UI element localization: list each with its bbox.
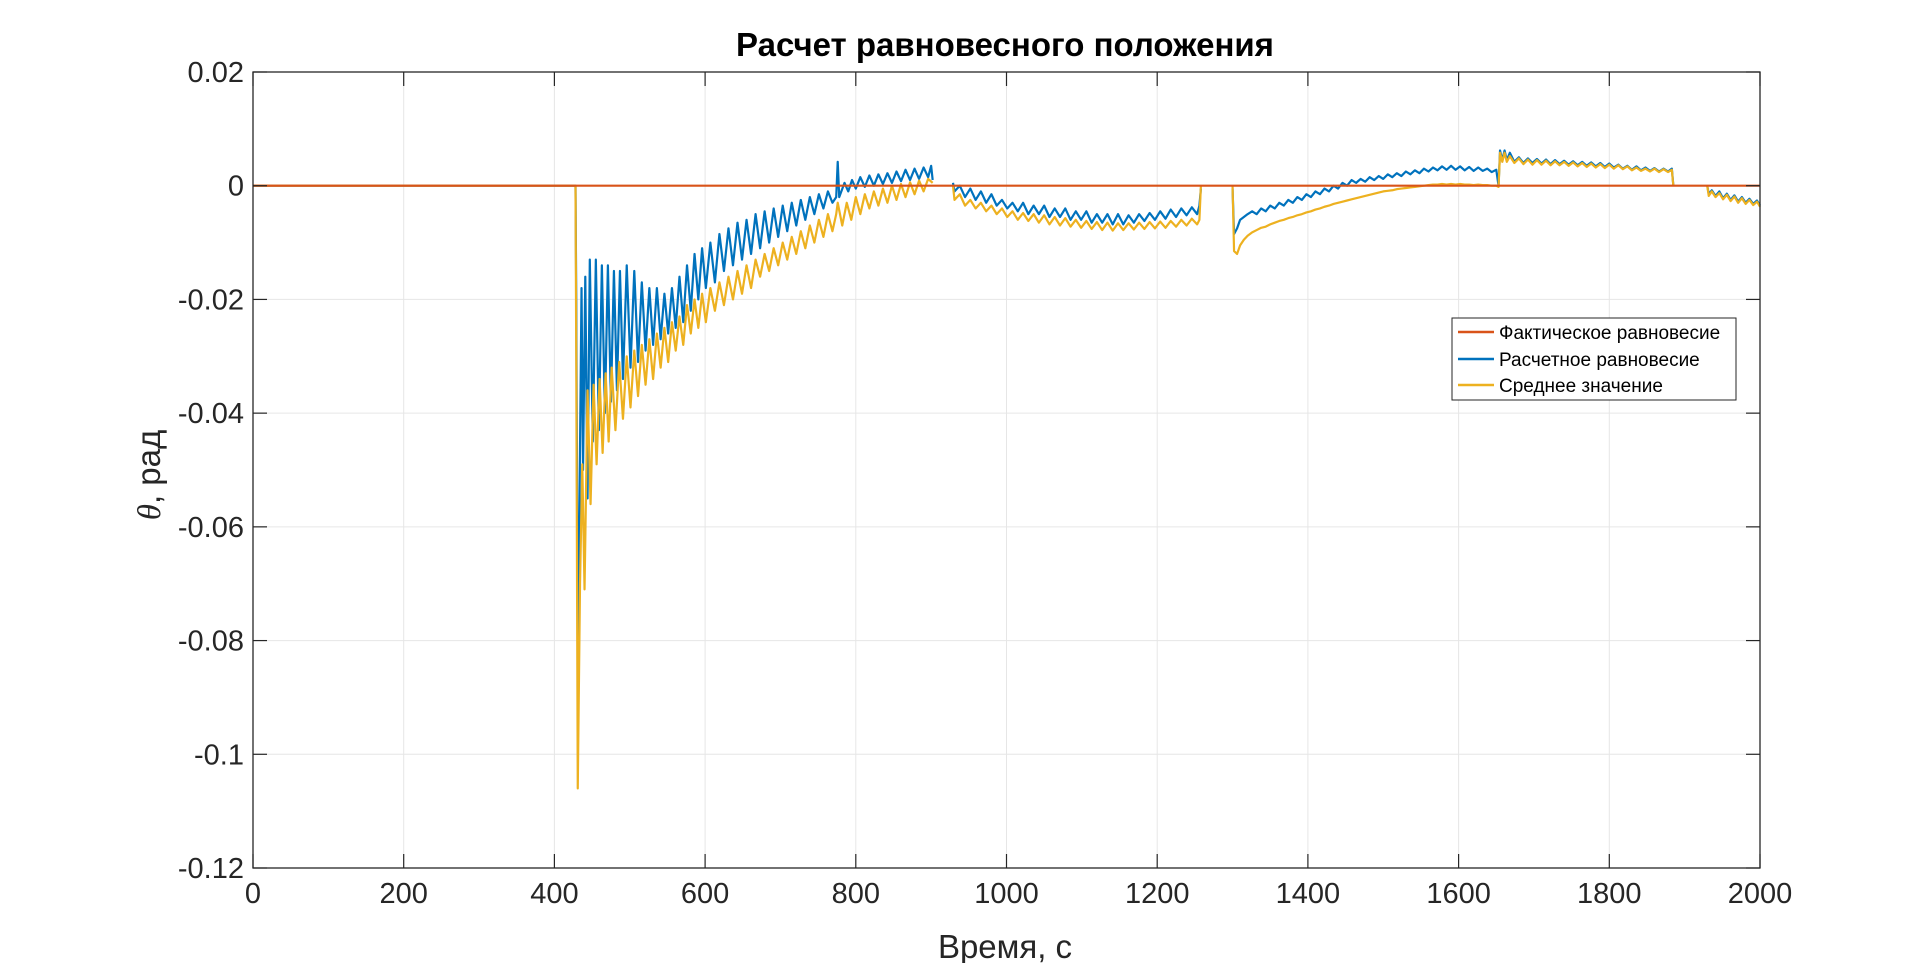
x-tick-label: 0 bbox=[245, 878, 261, 910]
x-tick-label: 400 bbox=[530, 878, 578, 910]
y-tick-label: 0.02 bbox=[188, 57, 244, 89]
y-tick-label: -0.1 bbox=[194, 739, 244, 771]
legend: Фактическое равновесие Расчетное равнове… bbox=[1451, 317, 1737, 401]
x-tick-label: 1400 bbox=[1276, 878, 1341, 910]
y-axis-symbol: θ bbox=[132, 504, 168, 520]
series-line-mean bbox=[253, 177, 934, 790]
x-tick-label: 800 bbox=[832, 878, 880, 910]
x-tick-label: 1000 bbox=[974, 878, 1039, 910]
y-tick-label: -0.06 bbox=[178, 512, 244, 544]
series-line-estimated bbox=[951, 182, 1202, 226]
x-axis-label: Время, с bbox=[938, 928, 1072, 963]
y-tick-label: -0.04 bbox=[178, 398, 244, 430]
x-tick-label: 200 bbox=[380, 878, 428, 910]
plot-area bbox=[252, 71, 1761, 869]
y-tick-label: -0.12 bbox=[178, 853, 244, 885]
y-tick-label: 0 bbox=[228, 171, 244, 203]
series-line-mean bbox=[1706, 185, 1761, 208]
axis-ticks bbox=[252, 71, 1761, 869]
legend-label-estimated: Расчетное равновесие bbox=[1499, 350, 1700, 371]
legend-label-mean: Среднее значение bbox=[1499, 376, 1663, 397]
x-tick-label: 1600 bbox=[1426, 878, 1491, 910]
series-line-mean bbox=[951, 185, 1202, 232]
x-tick-label: 2000 bbox=[1728, 878, 1793, 910]
y-axis-unit: , рад bbox=[130, 430, 167, 504]
legend-box bbox=[1451, 317, 1737, 401]
y-tick-label: -0.02 bbox=[178, 284, 244, 316]
y-axis-label: θ, рад bbox=[130, 430, 168, 521]
series-line-mean bbox=[1231, 151, 1675, 256]
series-lines bbox=[253, 149, 1761, 790]
x-tick-labels: 0 200 400 600 800 1000 1200 1400 1600 1800 2000 bbox=[245, 878, 1792, 910]
y-tick-label: -0.08 bbox=[178, 626, 244, 658]
x-tick-label: 600 bbox=[681, 878, 729, 910]
chart-title: Расчет равновесного положения bbox=[736, 26, 1274, 63]
legend-label-actual: Фактическое равновесие bbox=[1499, 323, 1720, 344]
x-tick-label: 1800 bbox=[1577, 878, 1642, 910]
x-tick-label: 1200 bbox=[1125, 878, 1190, 910]
y-tick-labels: 0.02 0 -0.02 -0.04 -0.06 -0.08 -0.1 -0.12 bbox=[178, 57, 244, 885]
